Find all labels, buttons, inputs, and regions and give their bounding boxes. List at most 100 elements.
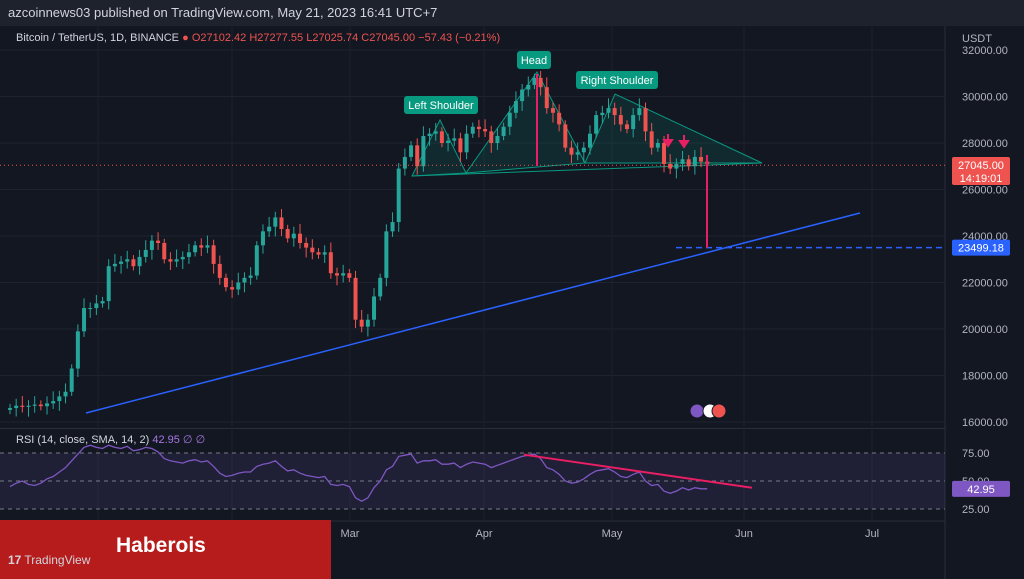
- candle-body: [384, 231, 389, 278]
- left-shoulder-shape: [411, 118, 467, 177]
- candle-body: [421, 136, 426, 167]
- rsi-values: 42.95 ∅ ∅: [152, 434, 206, 446]
- candle-body: [686, 159, 691, 167]
- candle-body: [168, 259, 173, 262]
- candle-body: [495, 136, 500, 143]
- candle-body: [680, 159, 685, 164]
- candle-body: [649, 131, 654, 148]
- candle-body: [236, 282, 241, 290]
- candle-body: [193, 245, 198, 253]
- candle-body: [211, 245, 216, 264]
- candle-body: [594, 115, 599, 134]
- candle-body: [501, 126, 506, 137]
- candle-body: [550, 108, 555, 113]
- price-chart[interactable]: 16000.0018000.0020000.0022000.0024000.00…: [0, 26, 1024, 579]
- candle-body: [390, 222, 395, 232]
- candle-body: [341, 273, 346, 276]
- candle-body: [279, 217, 284, 230]
- candle-body: [174, 259, 179, 262]
- candle-body: [427, 133, 432, 137]
- price-tick-label: 16000.00: [962, 417, 1008, 429]
- candle-body: [452, 138, 457, 141]
- change-value: −57.43 (−0.21%): [418, 32, 501, 44]
- close-value: C27045.00: [361, 32, 416, 44]
- head-label: Head: [521, 55, 547, 67]
- candle-body: [359, 319, 364, 327]
- candle-body: [254, 245, 259, 276]
- candle-body: [520, 89, 525, 102]
- candle-body: [409, 145, 414, 157]
- event-icon: [711, 403, 727, 419]
- candle-body: [63, 391, 68, 397]
- low-value: L27025.74: [306, 32, 359, 44]
- neckline: [411, 162, 763, 177]
- countdown-value: 14:19:01: [960, 173, 1003, 185]
- candle-body: [433, 131, 438, 134]
- candle-body: [322, 252, 327, 255]
- candle-body: [162, 242, 167, 260]
- candle-body: [335, 273, 340, 276]
- rsi-tick-label: 75.00: [962, 448, 990, 460]
- candle-body: [94, 303, 99, 309]
- candle-body: [143, 249, 148, 257]
- candle-body: [612, 108, 617, 116]
- candle-body: [273, 217, 278, 227]
- time-tick-label: Jun: [735, 528, 753, 540]
- candle-body: [569, 147, 574, 155]
- candle-body: [618, 115, 623, 125]
- current-price-badge: [952, 157, 1010, 185]
- candle-body: [625, 124, 629, 130]
- candle-body: [32, 404, 37, 406]
- candle-body: [674, 163, 679, 169]
- candle-body: [112, 263, 117, 267]
- rsi-label: RSI (14, close, SMA, 14, 2): [16, 434, 150, 446]
- candle-body: [563, 124, 568, 148]
- candle-body: [489, 131, 494, 143]
- overlays: [0, 74, 945, 249]
- candle-body: [557, 112, 562, 125]
- target-price-badge: [952, 239, 1010, 256]
- candle-body: [125, 259, 130, 262]
- rsi-current-badge: [952, 480, 1010, 497]
- candle-body: [14, 405, 19, 409]
- tradingview-icon: 17: [8, 553, 22, 567]
- candle-body: [526, 84, 531, 90]
- candle-body: [205, 245, 210, 248]
- candle-body: [402, 156, 407, 169]
- watermark-banner: Haberois: [0, 520, 331, 579]
- candle-body: [668, 163, 673, 169]
- candle-body: [230, 287, 235, 290]
- candle-body: [699, 156, 704, 162]
- candle-body: [217, 263, 222, 278]
- support-trendline: [85, 212, 861, 414]
- ohlc-dot: ●: [182, 32, 189, 44]
- candle-body: [637, 108, 642, 116]
- candle-body: [137, 256, 142, 267]
- candle-body: [248, 275, 253, 278]
- candle-body: [310, 247, 315, 253]
- rsi-current-value: 42.95: [967, 484, 995, 496]
- candle-body: [106, 266, 111, 302]
- tradingview-logo: 17 TradingView: [8, 553, 90, 567]
- candle-body: [643, 108, 648, 132]
- head-label-box: [517, 51, 551, 69]
- high-value: H27277.55: [249, 32, 304, 44]
- price-tick-label: 20000.00: [962, 324, 1008, 336]
- candle-body: [180, 256, 185, 260]
- rsi-legend: RSI (14, close, SMA, 14, 2) 42.95 ∅ ∅: [16, 433, 205, 446]
- candle-body: [149, 240, 154, 250]
- candle-body: [100, 301, 105, 304]
- event-icon: [689, 403, 705, 419]
- tradingview-text: TradingView: [24, 553, 91, 567]
- candle-body: [347, 273, 352, 278]
- right-shoulder-label-box: [576, 71, 658, 89]
- candle-body: [600, 112, 605, 116]
- current-price-value: 27045.00: [958, 160, 1004, 172]
- rsi-band: [0, 452, 945, 510]
- price-tick-label: 22000.00: [962, 278, 1008, 290]
- time-tick-label: May: [602, 528, 623, 540]
- candle-body: [581, 147, 586, 153]
- candle-body: [365, 319, 370, 327]
- left-shoulder-label-box: [404, 96, 478, 114]
- time-tick-label: Apr: [475, 528, 492, 540]
